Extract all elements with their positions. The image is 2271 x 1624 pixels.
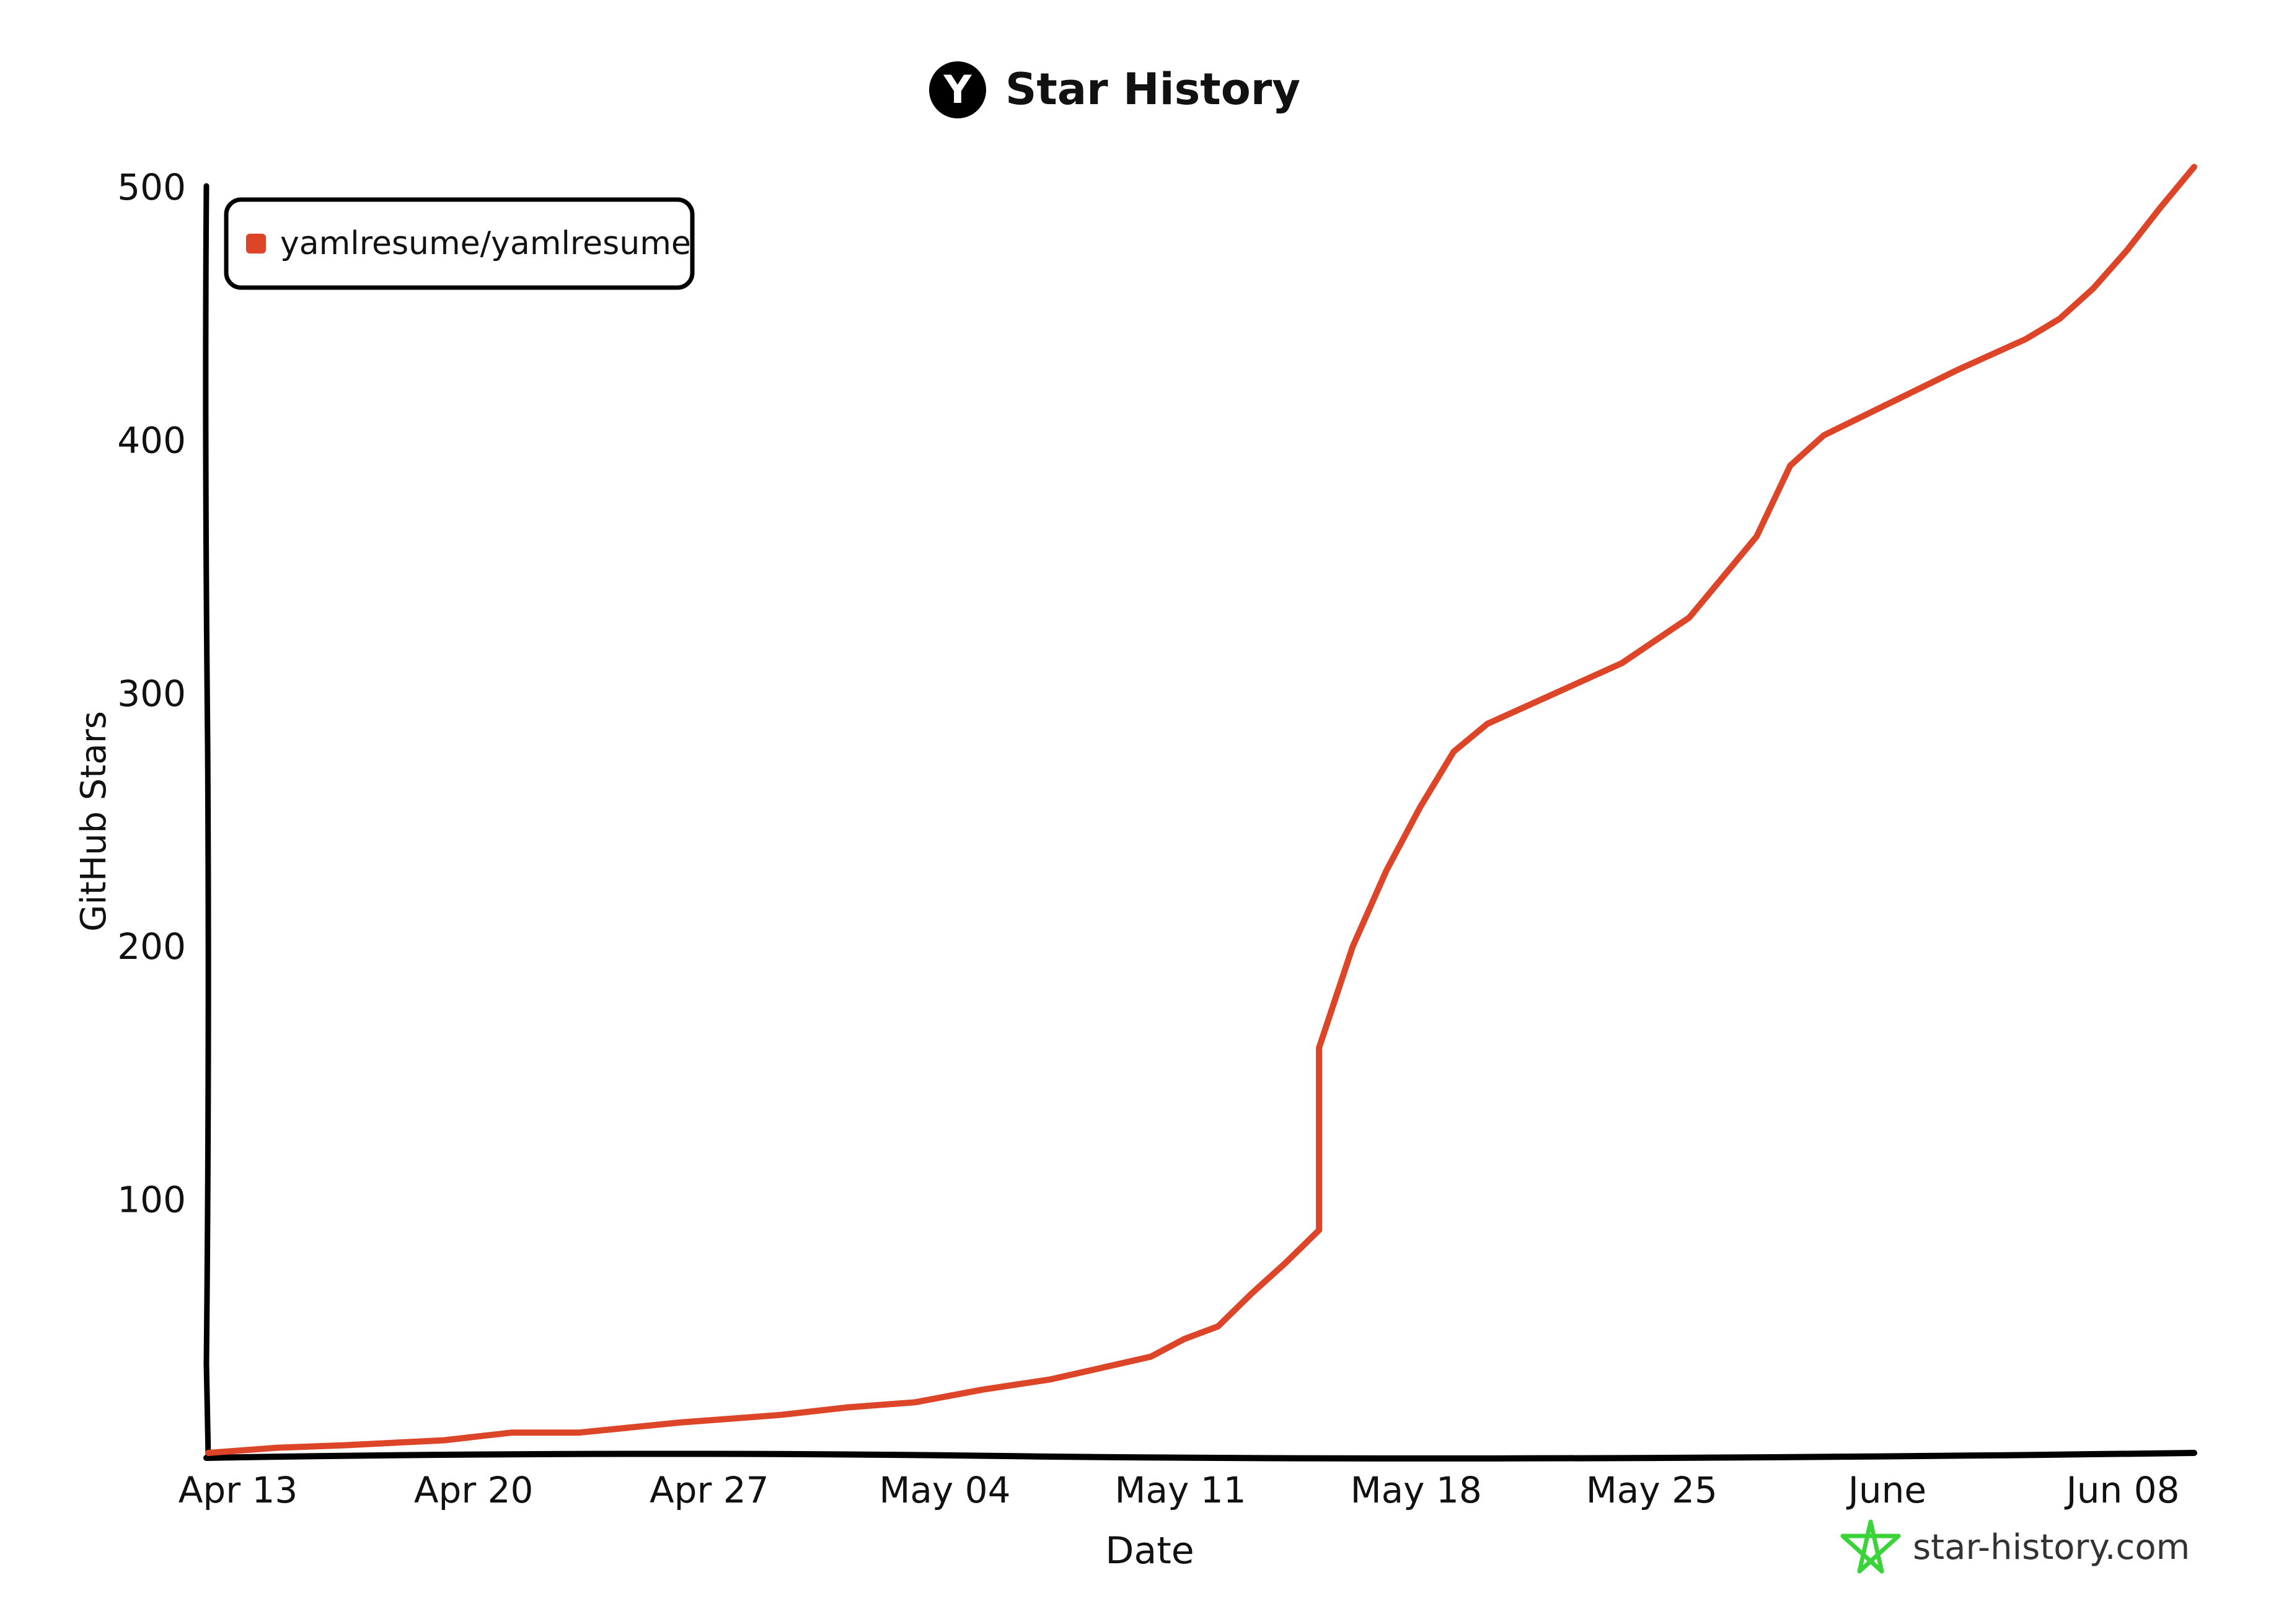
y-tick-label: 500 (117, 166, 186, 208)
series-group (205, 164, 2197, 1456)
y-tick-label: 100 (117, 1179, 186, 1221)
y-tick-label: 400 (117, 419, 186, 461)
y-tick-label: 200 (117, 925, 186, 968)
x-tick-label: Jun 08 (2065, 1469, 2180, 1511)
x-tick-label: Apr 13 (179, 1469, 298, 1511)
x-tick-label: May 18 (1351, 1469, 1482, 1511)
watermark-text: star-history.com (1913, 1527, 2190, 1568)
y-logo-icon (929, 61, 986, 118)
legend-swatch (246, 234, 266, 254)
x-axis-line (203, 1450, 2197, 1462)
star-outline-icon (1840, 1519, 1901, 1574)
x-tick-label: May 11 (1114, 1469, 1246, 1511)
series-line (205, 164, 2197, 1456)
logo-letter: Y (943, 67, 972, 112)
y-tick-label: 300 (117, 673, 186, 715)
watermark: star-history.com (1840, 1519, 2190, 1574)
x-tick-labels: Apr 13 Apr 20 Apr 27 May 04 May 11 May 18 May … (179, 1469, 2180, 1511)
x-tick-label: May 25 (1586, 1469, 1718, 1511)
y-axis-title: GitHub Stars (74, 711, 114, 932)
legend-box (224, 197, 695, 290)
x-tick-label: May 04 (879, 1469, 1010, 1511)
axes (203, 183, 2197, 1462)
legend-label: yamlresume/yamlresume (280, 225, 691, 262)
x-tick-label: June (1846, 1469, 1926, 1511)
x-tick-label: Apr 20 (414, 1469, 534, 1511)
y-tick-labels: 100 200 300 400 500 (117, 166, 186, 1221)
chart-header: Y Star History (929, 61, 1300, 118)
x-axis-title: Date (1105, 1529, 1194, 1573)
legend: yamlresume/yamlresume (224, 197, 695, 290)
chart-title: Star History (1005, 64, 1300, 115)
x-tick-label: Apr 27 (650, 1469, 769, 1511)
y-axis-line (203, 183, 211, 1460)
